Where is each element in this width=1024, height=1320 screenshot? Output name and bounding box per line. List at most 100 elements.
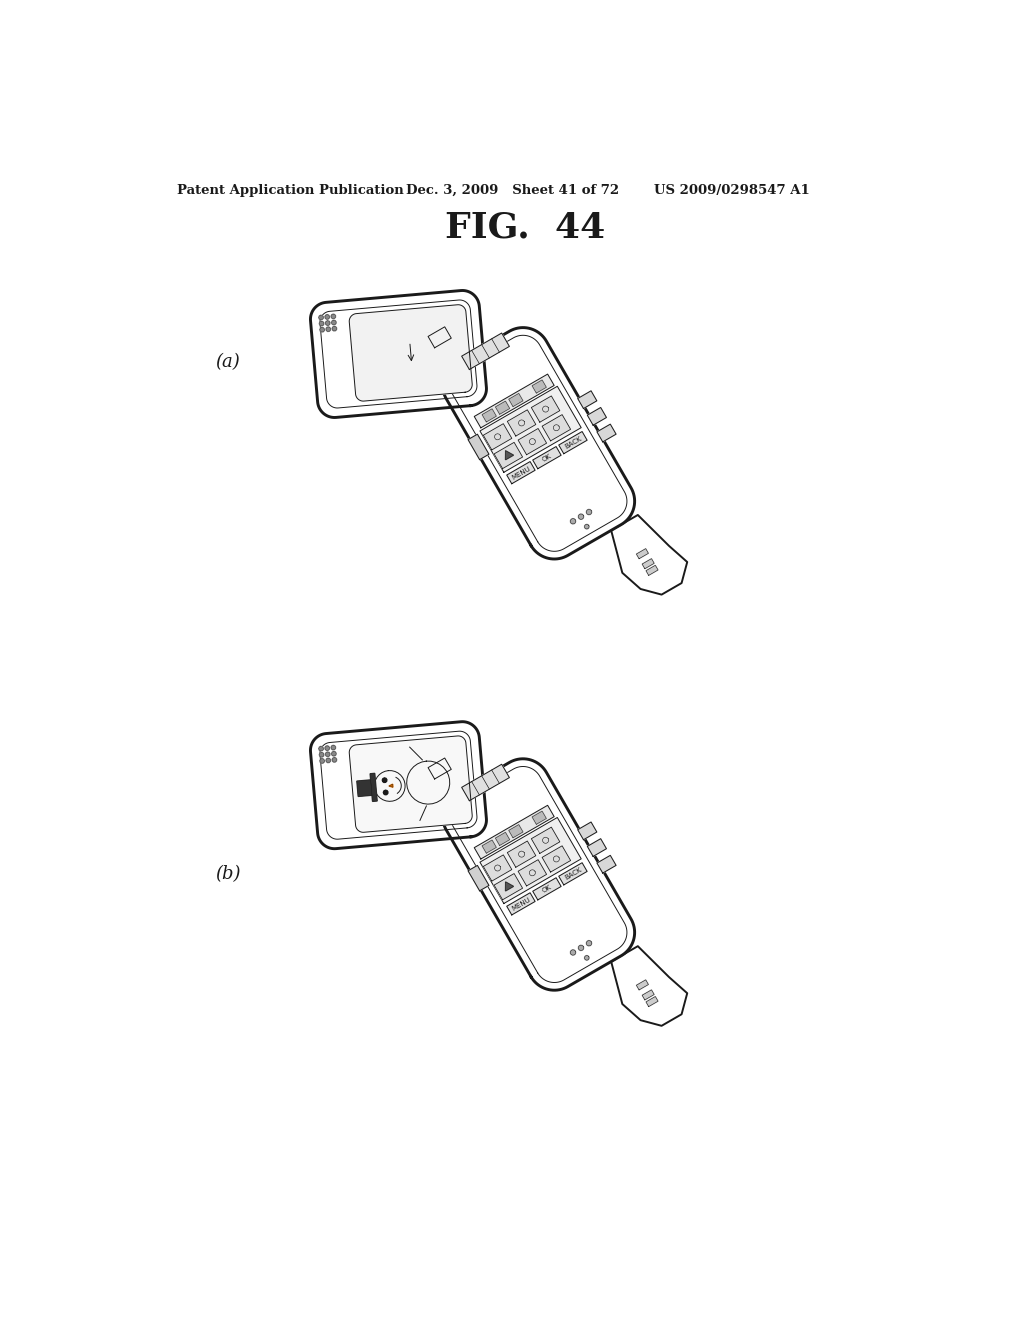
Polygon shape: [310, 290, 486, 417]
Polygon shape: [646, 565, 658, 576]
Polygon shape: [570, 519, 575, 524]
Polygon shape: [579, 945, 584, 950]
Text: MENU: MENU: [510, 896, 531, 912]
Polygon shape: [442, 759, 635, 990]
Polygon shape: [542, 414, 570, 441]
Polygon shape: [578, 822, 597, 840]
Polygon shape: [531, 396, 560, 422]
Text: OK: OK: [541, 453, 553, 463]
Polygon shape: [507, 841, 536, 867]
Polygon shape: [326, 752, 330, 756]
Polygon shape: [585, 956, 589, 960]
Polygon shape: [579, 513, 584, 519]
Polygon shape: [531, 828, 560, 854]
Polygon shape: [482, 409, 497, 422]
Polygon shape: [506, 451, 513, 459]
Polygon shape: [480, 387, 582, 473]
Polygon shape: [408, 739, 466, 803]
Polygon shape: [310, 722, 486, 849]
Polygon shape: [332, 321, 336, 325]
Polygon shape: [506, 882, 513, 891]
Polygon shape: [507, 462, 536, 483]
Polygon shape: [428, 758, 452, 779]
Polygon shape: [332, 758, 337, 762]
Polygon shape: [585, 524, 589, 529]
Polygon shape: [319, 321, 324, 326]
Polygon shape: [483, 855, 512, 882]
Polygon shape: [495, 442, 522, 469]
Polygon shape: [578, 391, 597, 408]
Polygon shape: [468, 866, 488, 891]
Polygon shape: [326, 758, 331, 763]
Text: OK: OK: [541, 884, 553, 894]
Polygon shape: [349, 737, 472, 833]
Polygon shape: [509, 825, 523, 838]
Polygon shape: [370, 774, 377, 801]
Polygon shape: [532, 446, 561, 469]
Polygon shape: [532, 380, 547, 393]
Polygon shape: [507, 409, 536, 436]
Polygon shape: [483, 424, 512, 450]
Polygon shape: [611, 515, 687, 594]
Polygon shape: [597, 424, 616, 442]
Polygon shape: [642, 990, 654, 1001]
Polygon shape: [507, 892, 536, 915]
Polygon shape: [518, 859, 547, 886]
Text: MENU: MENU: [510, 465, 531, 480]
Polygon shape: [509, 393, 523, 407]
Polygon shape: [474, 374, 554, 428]
Polygon shape: [480, 817, 582, 903]
Polygon shape: [462, 764, 509, 801]
Polygon shape: [442, 327, 635, 558]
Polygon shape: [331, 746, 336, 750]
Polygon shape: [636, 549, 648, 558]
Polygon shape: [532, 812, 547, 824]
Polygon shape: [331, 314, 336, 318]
Polygon shape: [318, 315, 324, 319]
Polygon shape: [532, 878, 561, 900]
Polygon shape: [474, 805, 554, 859]
Polygon shape: [518, 429, 547, 454]
Polygon shape: [559, 432, 587, 454]
Polygon shape: [559, 863, 587, 884]
Polygon shape: [326, 321, 330, 325]
Text: (a): (a): [215, 354, 240, 371]
Polygon shape: [319, 752, 324, 758]
Polygon shape: [428, 327, 452, 347]
Text: Patent Application Publication: Patent Application Publication: [177, 185, 403, 197]
Polygon shape: [356, 780, 372, 796]
Polygon shape: [332, 751, 336, 756]
Polygon shape: [495, 874, 522, 900]
Polygon shape: [408, 308, 466, 372]
Polygon shape: [332, 326, 337, 331]
Polygon shape: [542, 846, 570, 873]
Polygon shape: [570, 950, 575, 956]
Text: (b): (b): [215, 866, 241, 883]
Polygon shape: [597, 855, 616, 873]
Polygon shape: [462, 333, 509, 370]
Text: US 2009/0298547 A1: US 2009/0298547 A1: [654, 185, 810, 197]
Polygon shape: [496, 401, 510, 414]
Polygon shape: [468, 434, 488, 459]
Text: BACK: BACK: [563, 436, 583, 450]
Polygon shape: [389, 784, 393, 787]
Polygon shape: [319, 759, 325, 763]
Polygon shape: [611, 946, 687, 1026]
Polygon shape: [318, 746, 324, 751]
Polygon shape: [588, 408, 606, 425]
Polygon shape: [588, 838, 606, 857]
Polygon shape: [642, 558, 654, 569]
Polygon shape: [326, 327, 331, 331]
Polygon shape: [319, 327, 325, 333]
Polygon shape: [383, 791, 388, 795]
Polygon shape: [496, 833, 510, 845]
Text: FIG.  44: FIG. 44: [444, 211, 605, 244]
Text: BACK: BACK: [563, 866, 583, 880]
Polygon shape: [349, 305, 472, 401]
Polygon shape: [636, 979, 648, 990]
Polygon shape: [482, 840, 497, 853]
Polygon shape: [325, 746, 330, 750]
Polygon shape: [587, 510, 592, 515]
Polygon shape: [382, 777, 387, 783]
Polygon shape: [646, 997, 658, 1007]
